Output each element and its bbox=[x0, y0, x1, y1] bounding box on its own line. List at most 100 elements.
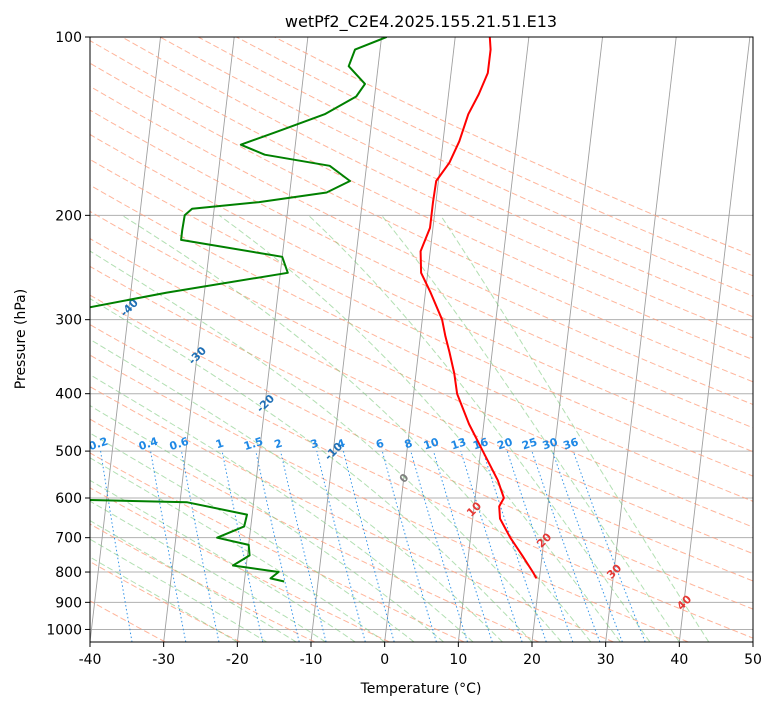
y-axis-ticks: 100 200 300 400 500 600 700 800 900 1000 bbox=[46, 30, 90, 638]
x-tick-label: 20 bbox=[523, 652, 541, 668]
x-tick-label: 10 bbox=[449, 652, 467, 668]
dry-adiabat-line bbox=[90, 418, 540, 642]
mixing-ratio-label: 1.5 bbox=[242, 435, 265, 453]
mixing-ratio-line bbox=[460, 450, 523, 642]
moist-adiabat-line bbox=[381, 214, 680, 642]
line-labels: 0.10.20.40.611.52346810131620253036-100-… bbox=[0, 200, 695, 613]
mixing-ratio-line bbox=[342, 450, 395, 642]
mixing-ratio-line bbox=[551, 450, 623, 642]
mixing-ratio-label: 4 bbox=[335, 436, 347, 451]
dry-adiabat-line bbox=[159, 37, 753, 318]
isotherm-line bbox=[310, 37, 382, 642]
dry-adiabat-line bbox=[90, 62, 753, 383]
mixing-ratio-label: 16 bbox=[471, 435, 490, 452]
dry-adiabat-line bbox=[90, 523, 315, 642]
isotherm-line bbox=[90, 37, 161, 642]
mixing-ratio-line bbox=[572, 450, 646, 642]
x-axis-ticks: -40 -30 -20 -10 0 10 20 30 40 50 bbox=[79, 642, 762, 668]
mixing-ratio-label: 25 bbox=[520, 435, 539, 452]
moist-adiabat-line bbox=[218, 214, 621, 642]
dewpoint-profile-line bbox=[90, 37, 388, 583]
moist-adiabat-line bbox=[440, 215, 710, 642]
isotherm-line bbox=[384, 37, 456, 642]
mixing-ratio-label: 10 bbox=[422, 435, 441, 452]
dry-adiabat-line bbox=[121, 37, 753, 339]
plot-frame bbox=[89, 36, 754, 643]
mixing-ratio-line bbox=[433, 450, 493, 642]
isotherm-label: -30 bbox=[186, 344, 209, 367]
mixing-ratio-label: 1 bbox=[214, 437, 225, 452]
mixing-ratio-label: 8 bbox=[403, 437, 414, 452]
dry-adiabat-line bbox=[90, 184, 753, 502]
dry-adiabat-line bbox=[90, 354, 689, 642]
mixing-ratio-label: 6 bbox=[374, 436, 386, 451]
moist-adiabat-line bbox=[308, 214, 651, 642]
x-tick-label: -40 bbox=[79, 652, 102, 668]
isotherm-line bbox=[236, 37, 309, 642]
y-tick-label: 500 bbox=[55, 444, 82, 460]
y-tick-label: 100 bbox=[55, 30, 82, 46]
moist-adiabat-line bbox=[90, 250, 562, 642]
mixing-ratio-line bbox=[100, 451, 133, 642]
moist-adiabat-line bbox=[90, 338, 503, 642]
moist-adiabat-line bbox=[90, 556, 238, 642]
mixing-ratio-line bbox=[221, 451, 264, 642]
dry-adiabat-line bbox=[90, 85, 753, 406]
isotherm-label: -60 bbox=[0, 200, 5, 223]
x-tick-label: 30 bbox=[597, 652, 615, 668]
x-tick-label: -30 bbox=[152, 652, 175, 668]
dry-adiabat-line bbox=[90, 238, 753, 555]
dry-adiabat-line bbox=[90, 109, 753, 429]
mixing-ratio-line bbox=[280, 450, 327, 642]
x-tick-label: -10 bbox=[300, 652, 323, 668]
y-tick-label: 200 bbox=[55, 208, 82, 224]
y-tick-label: 600 bbox=[55, 491, 82, 507]
y-axis-label: Pressure (hPa) bbox=[13, 289, 29, 389]
mixing-ratio-label: 3 bbox=[309, 437, 320, 452]
x-tick-label: 40 bbox=[670, 652, 688, 668]
moist-adiabat-line bbox=[90, 457, 385, 642]
mixing-ratio-label: 13 bbox=[449, 435, 468, 452]
chart-title: wetPf2_C2E4.2025.155.21.51.E13 bbox=[285, 12, 557, 32]
dry-adiabat-line bbox=[274, 37, 753, 257]
mixing-ratio-line bbox=[255, 450, 300, 642]
mixing-ratio-line bbox=[316, 450, 366, 642]
isotherm-label: 40 bbox=[674, 592, 694, 612]
moist-adiabat-line bbox=[90, 538, 268, 642]
mixing-ratio-label: 0.6 bbox=[168, 435, 191, 453]
isotherm-label: 30 bbox=[604, 561, 624, 581]
isotherm-line bbox=[531, 37, 603, 642]
mixing-ratio-line bbox=[381, 450, 437, 642]
y-tick-label: 800 bbox=[55, 565, 82, 581]
dry-adiabat-line bbox=[90, 265, 753, 582]
mixing-ratio-line bbox=[506, 450, 574, 642]
mixing-ratio-line bbox=[482, 450, 547, 642]
dry-adiabat-line bbox=[90, 158, 753, 477]
x-axis-label: Temperature (°C) bbox=[360, 681, 482, 697]
dry-adiabat-line bbox=[90, 386, 614, 642]
mixing-ratio-line bbox=[410, 450, 468, 642]
isotherm-label: -50 bbox=[50, 248, 73, 271]
y-tick-label: 1000 bbox=[46, 622, 82, 638]
isotherm-line bbox=[0, 37, 13, 642]
isotherm-line bbox=[752, 638, 753, 642]
moist-adiabat-line bbox=[90, 298, 533, 642]
moist-adiabat-line bbox=[90, 374, 474, 642]
mixing-ratio-label: 0.4 bbox=[137, 435, 160, 453]
mixing-ratio-label: 20 bbox=[496, 435, 515, 452]
mixing-ratio-label: 2 bbox=[273, 437, 284, 452]
moist-adiabat-line bbox=[90, 405, 444, 642]
dry-adiabat-line bbox=[90, 324, 753, 639]
y-tick-label: 300 bbox=[55, 313, 82, 329]
mixing-ratio-label: 36 bbox=[562, 435, 581, 452]
y-tick-label: 700 bbox=[55, 531, 82, 547]
dry-adiabat-line bbox=[90, 452, 465, 642]
profile-series bbox=[90, 37, 538, 583]
temperature-profile-line bbox=[419, 37, 538, 579]
moist-adiabat-line bbox=[90, 520, 297, 642]
isotherm-label: -20 bbox=[254, 392, 277, 415]
mixing-ratio-label: 30 bbox=[541, 435, 560, 452]
dry-adiabat-line bbox=[90, 561, 241, 642]
y-tick-label: 900 bbox=[55, 595, 82, 611]
